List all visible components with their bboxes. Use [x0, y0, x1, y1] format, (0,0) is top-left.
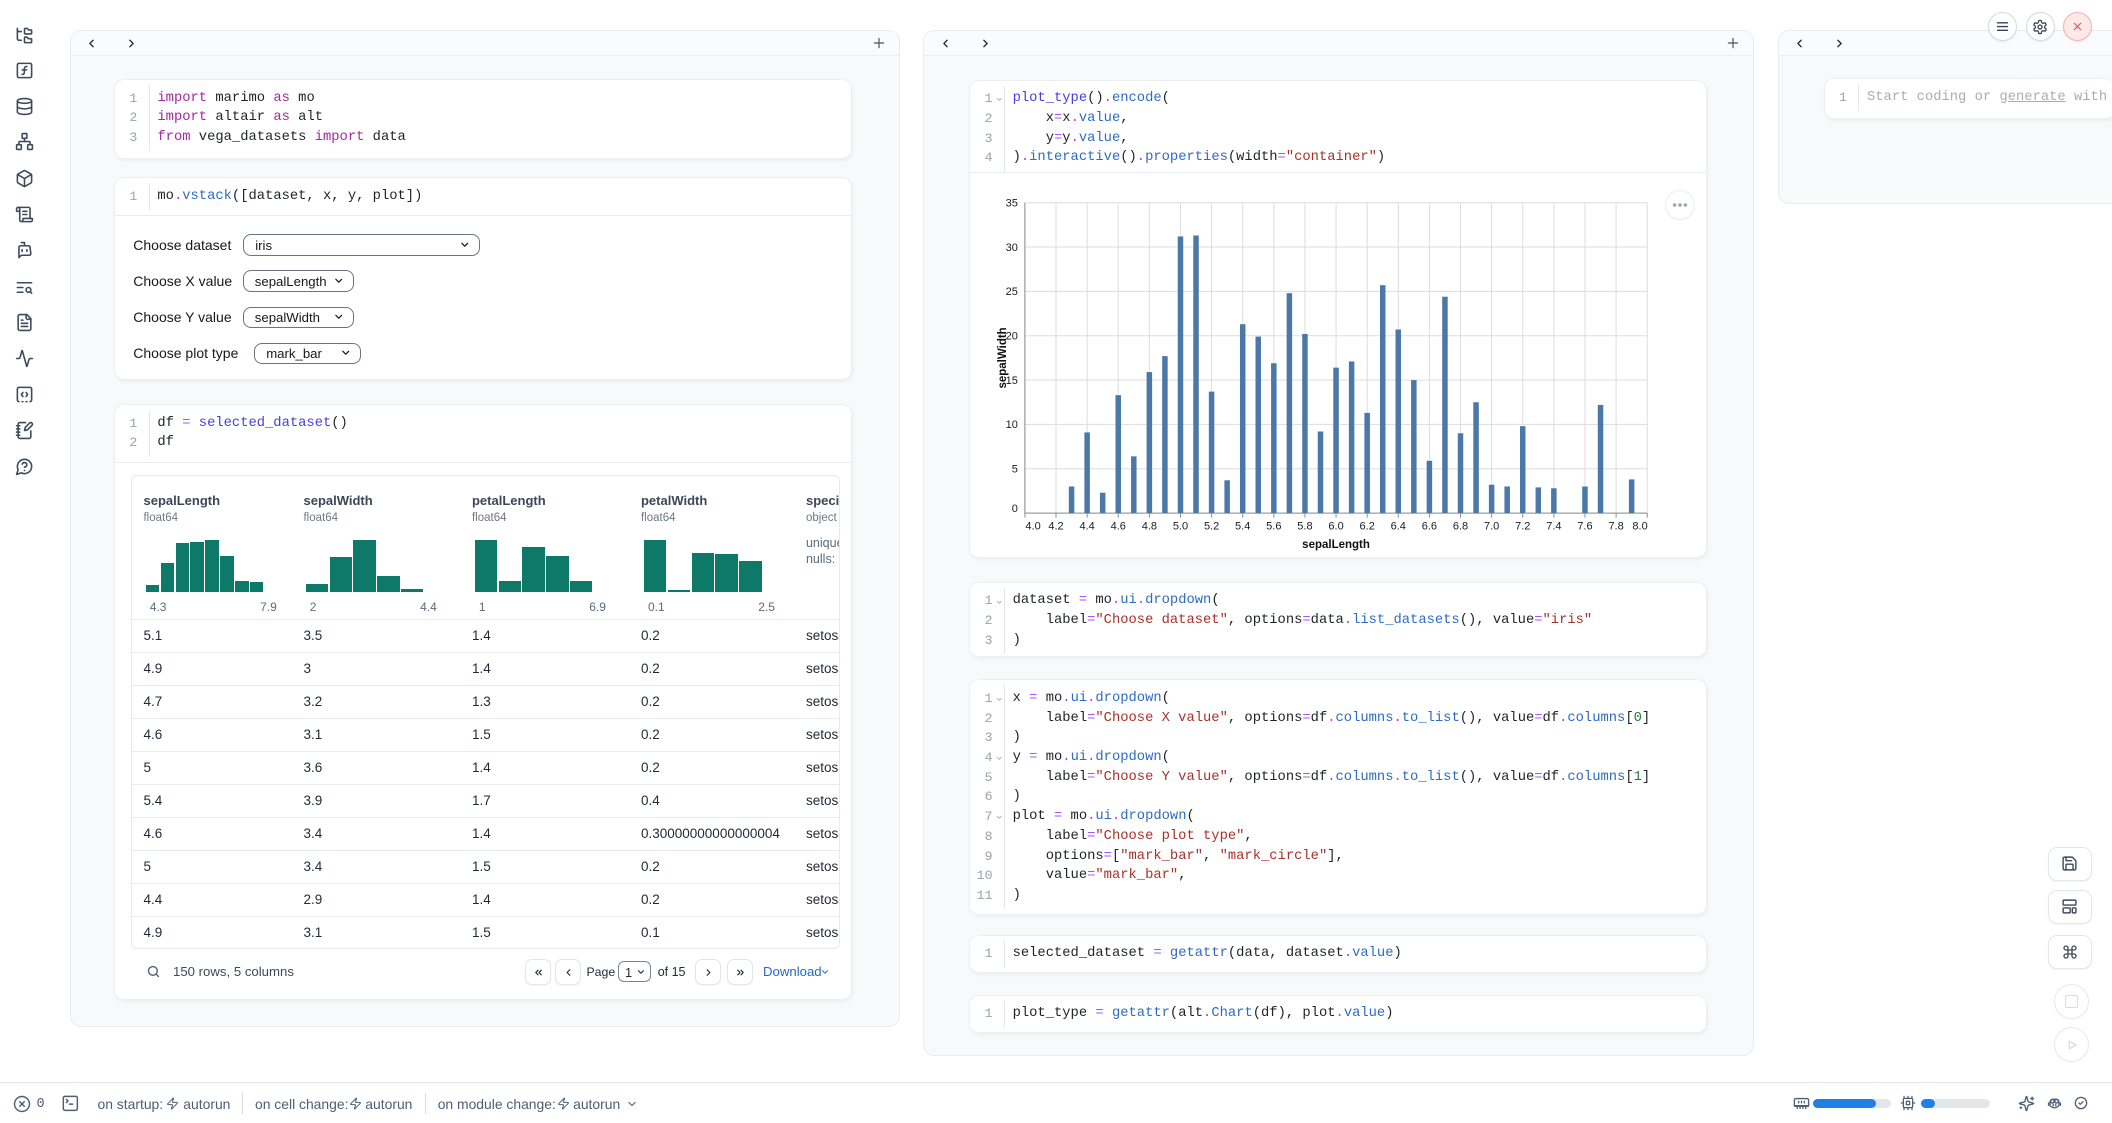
svg-text:6.8: 6.8: [1453, 520, 1468, 532]
svg-text:8.0: 8.0: [1633, 520, 1648, 532]
svg-text:5.0: 5.0: [1173, 520, 1188, 532]
svg-text:15: 15: [1006, 375, 1018, 387]
svg-text:4.4: 4.4: [1080, 520, 1095, 532]
svg-text:5.6: 5.6: [1266, 520, 1281, 532]
svg-text:5.4: 5.4: [1235, 520, 1250, 532]
svg-text:30: 30: [1006, 242, 1018, 254]
svg-text:5.8: 5.8: [1298, 520, 1313, 532]
svg-text:sepalWidth: sepalWidth: [997, 327, 1009, 388]
svg-text:6.0: 6.0: [1329, 520, 1344, 532]
svg-text:7.8: 7.8: [1609, 520, 1624, 532]
svg-text:sepalLength: sepalLength: [1302, 539, 1370, 551]
svg-text:6.4: 6.4: [1391, 520, 1406, 532]
svg-text:4.8: 4.8: [1142, 520, 1157, 532]
svg-text:35: 35: [1006, 197, 1018, 209]
svg-text:4.0: 4.0: [1026, 520, 1041, 532]
svg-text:20: 20: [1006, 330, 1018, 342]
svg-text:0: 0: [1012, 503, 1018, 515]
svg-text:7.0: 7.0: [1484, 520, 1499, 532]
svg-text:25: 25: [1006, 286, 1018, 298]
svg-text:4.6: 4.6: [1111, 520, 1126, 532]
svg-text:5: 5: [1012, 463, 1018, 475]
svg-text:4.2: 4.2: [1049, 520, 1064, 532]
svg-text:7.4: 7.4: [1547, 520, 1562, 532]
svg-text:5.2: 5.2: [1204, 520, 1219, 532]
svg-text:7.2: 7.2: [1515, 520, 1530, 532]
svg-text:6.6: 6.6: [1422, 520, 1437, 532]
svg-text:10: 10: [1006, 419, 1018, 431]
svg-text:6.2: 6.2: [1360, 520, 1375, 532]
svg-text:7.6: 7.6: [1578, 520, 1593, 532]
